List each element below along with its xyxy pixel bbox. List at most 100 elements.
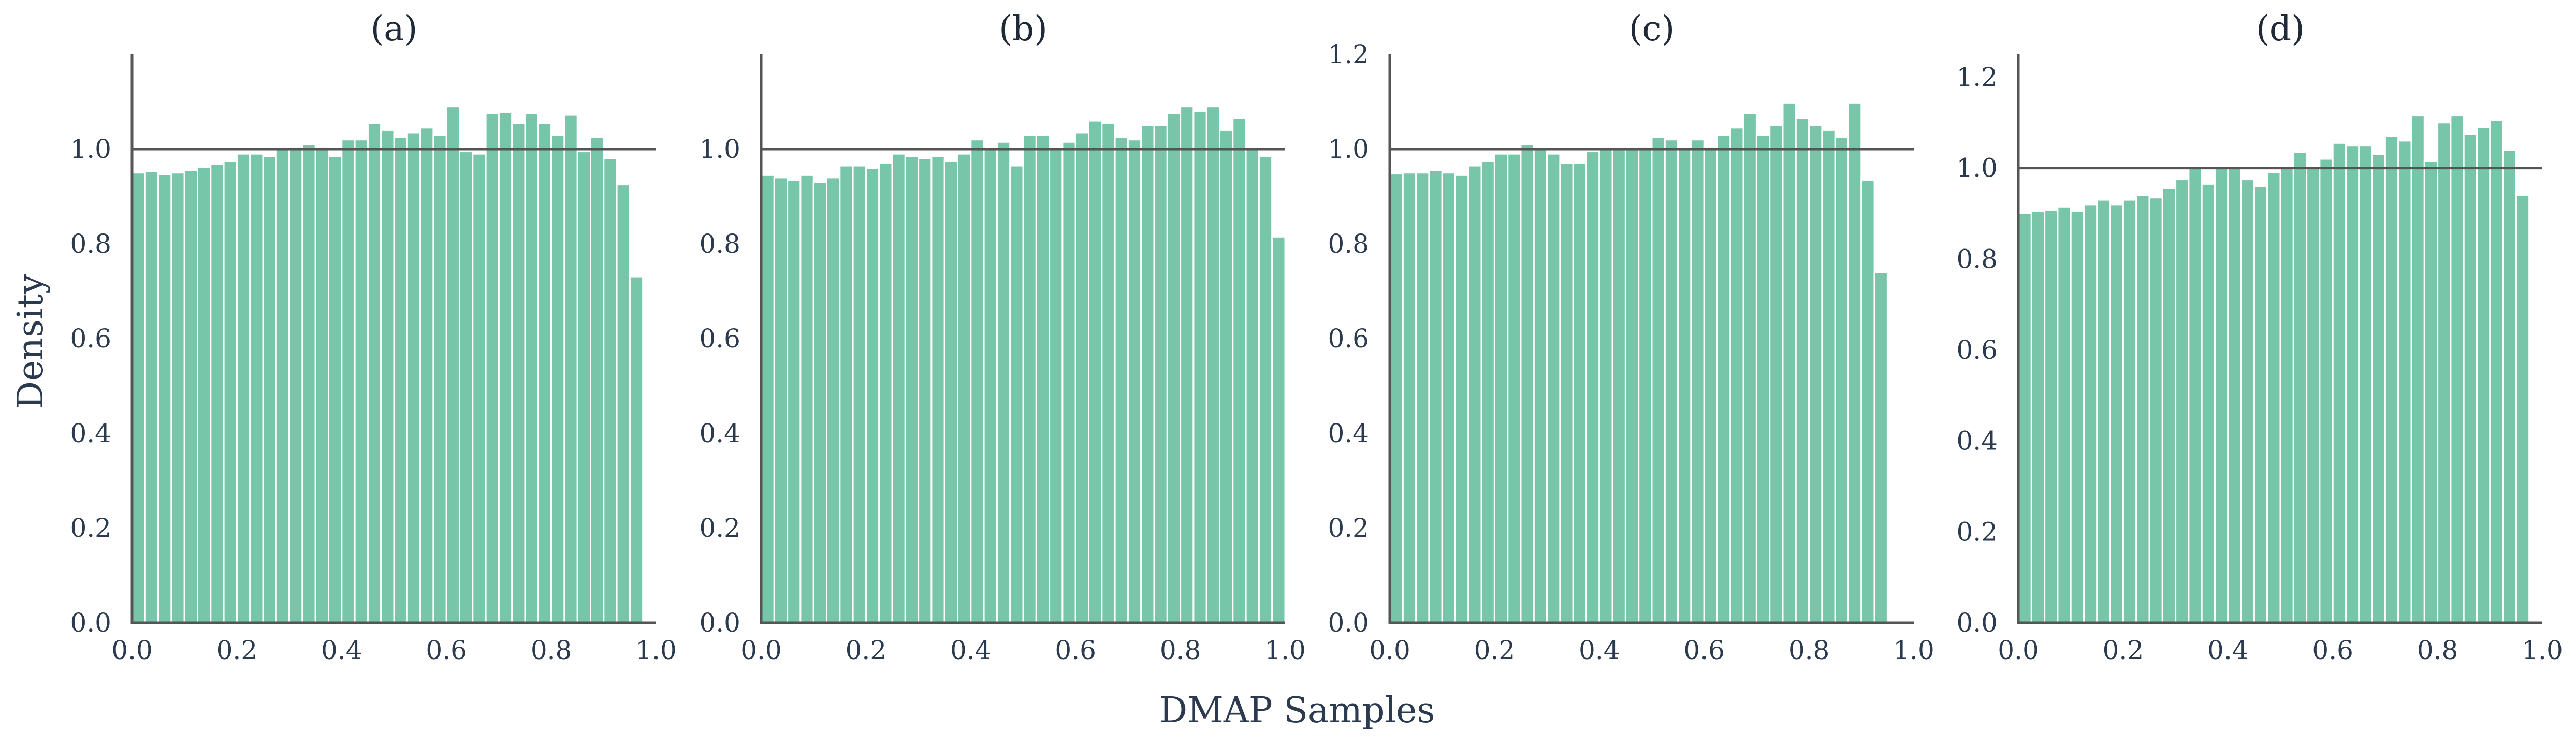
x-tick-label: 0.6 — [426, 635, 467, 665]
x-tick-label: 0.6 — [1683, 635, 1725, 665]
histogram-bar — [760, 174, 775, 624]
histogram-bar — [432, 134, 447, 624]
histogram-bar — [1716, 134, 1731, 624]
histogram-bar — [2044, 209, 2059, 624]
histogram-bar — [1638, 145, 1653, 624]
histogram-bar — [341, 139, 356, 624]
histogram-bar — [2201, 183, 2216, 624]
histogram-bar — [826, 177, 841, 624]
histogram-bar — [2188, 167, 2203, 624]
histogram-bar — [157, 173, 172, 624]
histogram-bar — [1389, 173, 1404, 624]
histogram-bar — [262, 155, 277, 624]
panel-b: 0.0 0.2 0.4 0.6 0.8 1.0 0.0 0.2 0.4 0.6 0.8 1.0 (b) — [699, 9, 1305, 665]
histogram-bar — [812, 181, 827, 624]
x-tick-label: 0.4 — [1579, 635, 1620, 665]
y-tick-label: 0.2 — [699, 513, 740, 543]
x-tick-label: 0.8 — [1788, 635, 1830, 665]
y-tick-label: 0.2 — [1956, 517, 1998, 547]
histogram-bar — [367, 122, 382, 624]
x-tick-label: 0.2 — [216, 635, 258, 665]
histogram-bar — [1219, 129, 1234, 624]
histogram-bar — [275, 148, 290, 624]
histogram-bar — [131, 172, 146, 624]
histogram-bar — [2423, 160, 2439, 624]
histogram-bar — [2502, 149, 2517, 624]
y-tick-label: 0.2 — [1328, 513, 1369, 543]
x-tick-label: 0.0 — [1369, 635, 1410, 665]
histogram-bar — [1782, 101, 1797, 624]
x-tick-label: 0.0 — [111, 635, 153, 665]
histogram-bar — [1507, 153, 1522, 624]
histogram-bar — [2384, 135, 2399, 624]
x-tick-label: 0.8 — [531, 635, 572, 665]
histogram-bar — [550, 134, 565, 624]
histogram-bar — [2135, 194, 2150, 624]
histogram-bar — [1402, 172, 1417, 624]
x-tick-label: 0.2 — [2103, 635, 2144, 665]
histogram-bar — [2214, 167, 2229, 624]
histogram-bar — [983, 148, 998, 624]
histogram-bar — [498, 111, 513, 624]
histogram-bar — [957, 153, 972, 624]
histogram-bar — [852, 165, 867, 624]
histogram-bar — [996, 141, 1011, 624]
histogram-bar — [2463, 133, 2478, 624]
y-tick-label: 1.2 — [1956, 62, 1998, 92]
histogram-bar — [1847, 101, 1862, 624]
axis-spines — [760, 54, 1285, 624]
y-tick-label: 0.4 — [70, 418, 111, 448]
histogram-bar — [1415, 172, 1430, 624]
histogram-bar — [1245, 148, 1260, 624]
histogram-bar — [1493, 153, 1509, 624]
histogram-bar — [1428, 169, 1443, 624]
histogram-bar — [1651, 136, 1666, 624]
histogram-bar — [2240, 179, 2255, 624]
histogram-bar — [472, 153, 487, 624]
x-tick-label: 0.2 — [846, 635, 887, 665]
histogram-bar — [1611, 148, 1626, 624]
histogram-bar — [2096, 199, 2111, 624]
histogram-bar — [904, 155, 920, 624]
histogram-bar — [1480, 160, 1495, 624]
histogram-bar — [511, 122, 526, 624]
histogram-bar — [930, 155, 945, 624]
y-tick-label: 0.4 — [699, 418, 740, 448]
histogram-bar — [1821, 129, 1836, 624]
y-tick-label: 0.4 — [1328, 418, 1369, 448]
histogram-bar — [1795, 118, 1810, 624]
histogram-bar — [616, 184, 631, 624]
histogram-bar — [2017, 212, 2032, 624]
histogram-bar — [2227, 167, 2242, 624]
histogram-bar — [629, 276, 644, 624]
histogram-bar — [799, 174, 814, 624]
histogram-bar — [2161, 187, 2177, 624]
histogram-bar — [1258, 155, 1273, 624]
histogram-bar — [1755, 134, 1771, 624]
histogram-bar — [563, 114, 578, 624]
histogram-bar — [1533, 148, 1548, 624]
x-tick-label: 0.6 — [2312, 635, 2353, 665]
histogram-bar — [393, 136, 408, 624]
histogram-bar — [2070, 210, 2085, 624]
histogram-bar — [1127, 139, 1142, 624]
histogram-bar — [288, 145, 303, 624]
histogram-bar — [2450, 115, 2465, 624]
histogram-bar — [1769, 124, 1784, 624]
y-tick-label: 1.2 — [1328, 39, 1369, 69]
panel-c: 0.0 0.2 0.4 0.6 0.8 1.0 0.0 0.2 0.4 0.6 0.8 1.0 1.2 (… — [1328, 9, 1934, 665]
histogram-bar — [773, 177, 789, 624]
x-tick-label: 1.0 — [1264, 635, 1306, 665]
histogram-bar — [1546, 153, 1561, 624]
histogram-bar — [2148, 197, 2163, 624]
histogram-bar — [2410, 115, 2425, 624]
histogram-bar — [2397, 140, 2412, 624]
histogram-bar — [2083, 203, 2098, 624]
histogram-bar — [2489, 119, 2504, 624]
histogram-bar — [223, 160, 238, 624]
histogram-bar — [1101, 122, 1116, 624]
histogram-bar — [2109, 203, 2124, 624]
x-tick-label: 0.4 — [950, 635, 992, 665]
histogram-bar — [170, 172, 185, 624]
